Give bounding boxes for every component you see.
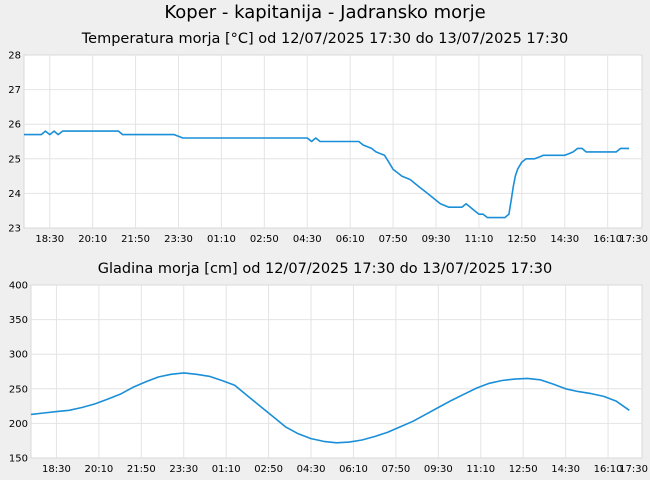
sea-level-x-tick-label: 04:30 — [297, 464, 326, 475]
sea-level-x-tick-label: 09:30 — [424, 464, 453, 475]
page-title: Koper - kapitanija - Jadransko morje — [164, 2, 486, 23]
temperature-x-tick-label: 11:10 — [465, 234, 494, 245]
temperature-chart-title: Temperatura morja [°C] od 12/07/2025 17:… — [81, 31, 569, 47]
temperature-y-tick-label: 23 — [8, 224, 21, 235]
temperature-x-tick-label: 18:30 — [35, 234, 64, 245]
sea-level-x-tick-label: 02:50 — [254, 464, 283, 475]
temperature-y-tick-label: 28 — [8, 51, 21, 62]
temperature-x-tick-label: 12:50 — [507, 234, 536, 245]
sea-level-x-tick-label: 12:50 — [509, 464, 538, 475]
temperature-x-tick-label: 16:10 — [593, 234, 622, 245]
sea-level-plot-area — [30, 284, 643, 459]
sea-level-x-tick-label: 11:10 — [466, 464, 495, 475]
sea-level-x-tick-label: 16:10 — [594, 464, 623, 475]
temperature-x-tick-label: 01:10 — [207, 234, 236, 245]
sea-level-x-tick-label: 23:30 — [169, 464, 198, 475]
sea-level-y-tick-label: 200 — [9, 419, 28, 430]
sea-level-y-tick-label: 350 — [9, 315, 28, 326]
sea-level-x-tick-label: 01:10 — [212, 464, 241, 475]
sea-level-series-line — [30, 372, 630, 444]
temperature-x-tick-label: 02:50 — [250, 234, 279, 245]
temperature-y-tick-label: 25 — [8, 154, 21, 165]
temperature-x-tick-label: 04:30 — [293, 234, 322, 245]
temperature-x-tick-label: 20:10 — [78, 234, 107, 245]
temperature-y-tick-label: 24 — [8, 189, 21, 200]
sea-level-x-tick-label: 18:30 — [42, 464, 71, 475]
temperature-x-tick-label: 09:30 — [422, 234, 451, 245]
temperature-y-tick-label: 26 — [8, 120, 21, 131]
sea-level-y-tick-label: 250 — [9, 384, 28, 395]
sea-level-y-tick-label: 150 — [9, 454, 28, 465]
temperature-x-tick-label: 17:30 — [619, 234, 648, 245]
temperature-y-tick-label: 27 — [8, 85, 21, 96]
temperature-series-line — [24, 130, 630, 219]
sea-level-x-tick-label: 07:50 — [381, 464, 410, 475]
sea-level-x-tick-label: 14:30 — [551, 464, 580, 475]
sea-level-y-tick-label: 400 — [9, 281, 28, 292]
temperature-x-tick-label: 06:10 — [336, 234, 365, 245]
sea-level-chart-title: Gladina morja [cm] od 12/07/2025 17:30 d… — [97, 261, 553, 277]
sea-level-x-tick-label: 17:30 — [619, 464, 648, 475]
temperature-x-tick-label: 23:30 — [164, 234, 193, 245]
sea-level-x-tick-label: 20:10 — [84, 464, 113, 475]
sea-level-x-tick-label: 21:50 — [127, 464, 156, 475]
temperature-x-tick-label: 07:50 — [379, 234, 408, 245]
temperature-x-tick-label: 21:50 — [121, 234, 150, 245]
temperature-x-tick-label: 14:30 — [550, 234, 579, 245]
sea-level-x-tick-label: 06:10 — [339, 464, 368, 475]
sea-level-y-tick-label: 300 — [9, 350, 28, 361]
